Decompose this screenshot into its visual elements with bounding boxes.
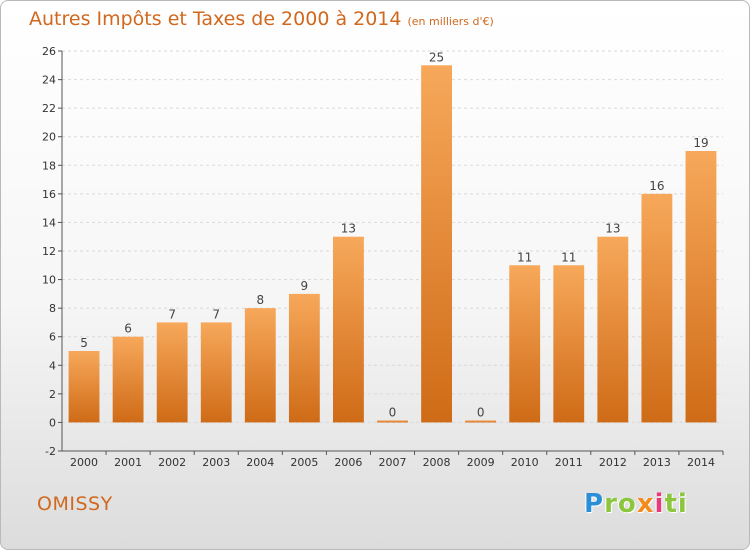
bar-value-label: 13 bbox=[605, 222, 620, 236]
y-tick-label: 8 bbox=[49, 302, 56, 315]
x-tick-label: 2002 bbox=[158, 456, 186, 469]
bar bbox=[244, 308, 276, 423]
x-tick-label: 2013 bbox=[643, 456, 671, 469]
chart-title-text: Autres Impôts et Taxes de 2000 à 2014 bbox=[29, 8, 402, 30]
x-tick-label: 2001 bbox=[114, 456, 142, 469]
bar-value-label: 16 bbox=[649, 179, 664, 193]
y-tick-label: 4 bbox=[49, 359, 56, 372]
logo-part: P bbox=[584, 489, 605, 519]
chart-title: Autres Impôts et Taxes de 2000 à 2014 (en… bbox=[29, 8, 494, 30]
bar-value-label: 19 bbox=[693, 136, 708, 150]
bar-value-label: 6 bbox=[124, 322, 132, 336]
bar bbox=[553, 265, 585, 423]
bar-value-label: 11 bbox=[561, 250, 576, 264]
bar bbox=[333, 236, 364, 423]
x-tick-label: 2004 bbox=[246, 456, 274, 469]
bar bbox=[597, 236, 629, 423]
bar bbox=[421, 65, 452, 423]
bar bbox=[509, 265, 541, 423]
y-tick-label: 24 bbox=[42, 74, 56, 87]
x-tick-label: 2000 bbox=[70, 456, 98, 469]
x-tick-label: 2011 bbox=[555, 456, 583, 469]
bar-value-label: 5 bbox=[80, 336, 88, 350]
bar-value-label: 7 bbox=[212, 307, 220, 321]
bar bbox=[156, 322, 188, 423]
bar-value-label: 9 bbox=[301, 279, 309, 293]
y-tick-label: 18 bbox=[42, 159, 56, 172]
y-tick-label: 12 bbox=[42, 245, 56, 258]
bar bbox=[68, 351, 100, 423]
chart-subtitle: (en milliers d'€) bbox=[407, 15, 494, 28]
bar-value-label: 25 bbox=[429, 50, 444, 64]
bars bbox=[68, 65, 717, 423]
y-tick-label: 22 bbox=[42, 102, 56, 115]
logo-part: ro bbox=[604, 489, 637, 519]
y-tick-label: -2 bbox=[45, 445, 56, 458]
x-tick-label: 2014 bbox=[687, 456, 715, 469]
bar bbox=[641, 193, 673, 423]
bar bbox=[112, 336, 144, 423]
logo-part: ti bbox=[664, 489, 688, 519]
y-tick-label: 2 bbox=[49, 388, 56, 401]
bar bbox=[465, 420, 497, 423]
y-tick-label: 20 bbox=[42, 131, 56, 144]
commune-name: OMISSY bbox=[37, 493, 113, 515]
bar-value-label: 7 bbox=[168, 307, 176, 321]
y-tick-label: 26 bbox=[42, 45, 56, 58]
y-tick-label: 10 bbox=[42, 274, 56, 287]
x-tick-label: 2010 bbox=[511, 456, 539, 469]
x-tick-label: 2007 bbox=[379, 456, 407, 469]
value-labels: 5 6 7 7 8 9 13 0 25 0 11 11 13 16 19 bbox=[80, 50, 708, 419]
x-tick-label: 2008 bbox=[423, 456, 451, 469]
logo-part: x bbox=[636, 489, 655, 519]
bar bbox=[288, 293, 320, 423]
bar-value-label: 13 bbox=[341, 222, 356, 236]
x-tick-label: 2009 bbox=[467, 456, 495, 469]
x-tick-label: 2006 bbox=[334, 456, 362, 469]
x-tick-label: 2005 bbox=[290, 456, 318, 469]
bar bbox=[377, 420, 408, 423]
bar-value-label: 11 bbox=[517, 250, 532, 264]
proxiti-logo: Proxiti bbox=[584, 489, 688, 519]
bar-value-label: 0 bbox=[389, 405, 397, 419]
x-tick-label: 2012 bbox=[599, 456, 627, 469]
bar-value-label: 8 bbox=[256, 293, 264, 307]
y-tick-label: 0 bbox=[49, 416, 56, 429]
bar bbox=[200, 322, 232, 423]
x-tick-label: 2003 bbox=[202, 456, 230, 469]
bar-value-label: 0 bbox=[477, 405, 485, 419]
y-tick-label: 16 bbox=[42, 188, 56, 201]
logo-part: i bbox=[654, 489, 665, 519]
y-tick-label: 6 bbox=[49, 331, 56, 344]
bar bbox=[685, 151, 717, 423]
y-tick-label: 14 bbox=[42, 216, 56, 229]
